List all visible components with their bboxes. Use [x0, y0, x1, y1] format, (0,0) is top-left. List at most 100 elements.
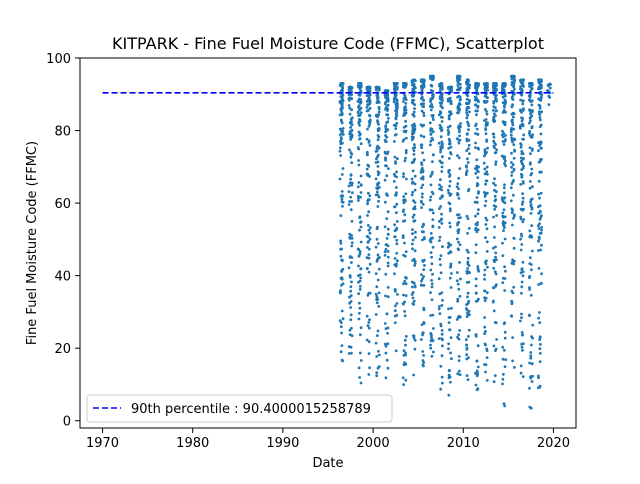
scatter-point: [538, 352, 542, 355]
scatter-point: [484, 179, 488, 183]
scatter-point: [384, 156, 387, 160]
scatter-point: [367, 253, 371, 257]
scatter-point: [367, 210, 371, 214]
scatter-point: [393, 174, 397, 178]
scatter-point: [395, 211, 398, 215]
scatter-point: [374, 292, 378, 296]
scatter-point: [450, 90, 453, 93]
scatter-point: [539, 343, 542, 346]
scatter-point: [339, 154, 342, 157]
scatter-point: [430, 190, 434, 194]
scatter-point: [386, 342, 390, 346]
legend-box: [86, 394, 393, 423]
scatter-point: [512, 236, 516, 240]
scatter-point: [393, 272, 396, 276]
scatter-point: [511, 123, 515, 127]
scatter-point: [377, 85, 381, 89]
scatter-point: [366, 293, 370, 297]
scatter-point: [402, 111, 406, 115]
scatter-point: [457, 102, 461, 105]
scatter-point: [493, 177, 496, 181]
scatter-point: [467, 124, 471, 128]
scatter-point: [458, 243, 462, 247]
scatter-point: [483, 191, 486, 194]
scatter-point: [530, 335, 533, 338]
scatter-point: [528, 161, 532, 165]
scatter-point: [404, 351, 407, 355]
scatter-point: [519, 319, 522, 323]
scatter-point: [466, 217, 470, 221]
scatter-point: [430, 282, 434, 286]
scatter-point: [450, 102, 453, 106]
scatter-point: [510, 127, 514, 131]
scatter-point: [521, 124, 525, 128]
scatter-point: [429, 139, 433, 143]
scatter-point: [438, 220, 441, 223]
scatter-point: [520, 110, 523, 114]
scatter-point: [510, 136, 514, 140]
scatter-point: [395, 251, 399, 255]
scatter-point: [431, 95, 435, 99]
scatter-point: [521, 157, 525, 161]
scatter-point: [376, 366, 380, 370]
scatter-point: [413, 264, 417, 267]
scatter-point: [411, 169, 415, 173]
scatter-point: [420, 206, 423, 210]
scatter-point: [539, 231, 543, 235]
scatter-point: [456, 182, 460, 186]
scatter-point: [448, 184, 451, 188]
scatter-point: [476, 365, 480, 369]
scatter-point: [501, 382, 504, 386]
scatter-point: [537, 316, 540, 320]
scatter-point: [530, 268, 533, 272]
scatter-point: [457, 333, 461, 337]
scatter-point: [520, 168, 524, 172]
scatter-point: [493, 225, 496, 229]
scatter-point: [383, 225, 387, 229]
scatter-point: [520, 316, 523, 320]
scatter-point: [440, 120, 444, 123]
scatter-point: [432, 153, 435, 157]
scatter-point: [358, 123, 361, 127]
scatter-point: [395, 87, 399, 91]
scatter-point: [439, 135, 443, 139]
scatter-point: [493, 194, 497, 198]
scatter-point: [367, 340, 371, 344]
scatter-point: [521, 260, 525, 264]
scatter-point: [437, 141, 441, 145]
scatter-point: [513, 213, 516, 217]
scatter-point: [431, 170, 434, 174]
scatter-point: [438, 101, 442, 105]
scatter-point: [403, 254, 407, 258]
scatter-point: [522, 85, 525, 88]
scatter-point: [420, 87, 424, 91]
scatter-point: [439, 364, 443, 368]
scatter-point: [375, 190, 379, 194]
scatter-point: [465, 111, 469, 115]
scatter-point: [503, 365, 507, 368]
scatter-point: [493, 151, 497, 155]
scatter-point: [538, 112, 541, 116]
scatter-point: [367, 352, 371, 355]
scatter-point: [538, 217, 542, 221]
scatter-point: [412, 98, 416, 102]
scatter-point: [414, 79, 417, 83]
scatter-point: [530, 126, 534, 130]
scatter-point: [404, 156, 407, 160]
scatter-point: [493, 106, 497, 110]
scatter-point: [521, 181, 525, 185]
scatter-point: [340, 88, 344, 92]
scatter-point: [476, 221, 479, 224]
scatter-point: [377, 107, 381, 111]
scatter-point: [492, 344, 496, 348]
scatter-point: [483, 363, 486, 366]
scatter-point: [495, 109, 498, 112]
scatter-point: [492, 246, 495, 250]
scatter-point: [457, 213, 461, 217]
scatter-point: [539, 118, 542, 122]
scatter-point: [458, 95, 462, 99]
scatter-point: [403, 310, 406, 313]
scatter-point: [493, 270, 497, 274]
plot-area-frame: [79, 57, 577, 429]
scatter-point: [458, 88, 461, 92]
